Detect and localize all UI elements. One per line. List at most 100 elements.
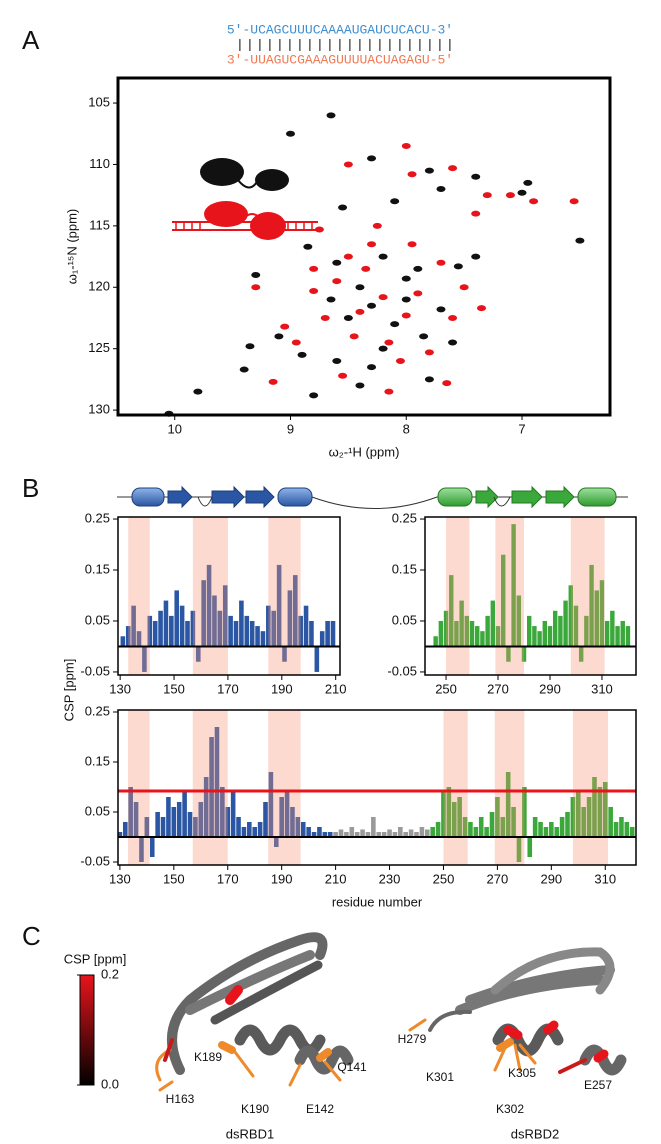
highlight-band (570, 517, 605, 675)
bar (290, 807, 295, 837)
colorbar-title: CSP [ppm] (64, 951, 127, 966)
bar (236, 817, 241, 837)
bar (457, 797, 462, 837)
peak (355, 382, 365, 389)
y-tick-label: -0.05 (387, 663, 417, 678)
residue-label: E142 (306, 1102, 334, 1116)
plot-frame (424, 516, 637, 676)
peak (239, 366, 249, 373)
peak (384, 339, 394, 346)
y-tick-label: 105 (88, 94, 110, 109)
bar (225, 807, 231, 837)
peak (245, 343, 255, 350)
bar (136, 631, 142, 647)
bar (506, 646, 511, 662)
peak (367, 302, 377, 309)
bar (268, 772, 274, 837)
bar (182, 792, 187, 837)
peak (436, 259, 446, 266)
bar (203, 777, 209, 837)
bar (625, 626, 631, 647)
bar (371, 817, 376, 837)
x-tick-label: 270 (487, 681, 509, 696)
bar (166, 797, 171, 837)
bar (209, 737, 214, 837)
domain-topology (117, 485, 628, 509)
peak (413, 265, 423, 272)
bar (446, 787, 452, 837)
y-tick-label: 0.15 (85, 561, 110, 576)
x-tick-label: 290 (539, 681, 561, 696)
colorbar (79, 974, 95, 1086)
y-tick-label: 0.25 (85, 510, 110, 525)
structure-name: dsRBD2 (511, 1126, 559, 1141)
peak (274, 333, 284, 340)
peak (367, 155, 377, 162)
bar (230, 792, 236, 837)
peak (326, 296, 336, 303)
bar (122, 822, 128, 837)
bar (376, 832, 382, 837)
bar (239, 600, 244, 647)
bar (120, 636, 126, 647)
bar (568, 585, 573, 647)
peak (320, 314, 330, 321)
y-tick-label: 0.15 (392, 561, 417, 576)
peak (401, 312, 411, 319)
bar (505, 772, 511, 837)
bar (354, 832, 360, 837)
structure-dsRBD2 (408, 947, 627, 1076)
bar (147, 615, 153, 647)
bar (433, 636, 438, 647)
y-tick-label: 0.05 (392, 612, 417, 627)
x-tick-label: 130 (109, 681, 131, 696)
bar (344, 832, 349, 837)
bar (443, 610, 449, 647)
highlight-band (446, 517, 470, 675)
bar (311, 832, 317, 837)
peak (424, 167, 434, 174)
x-tick-label: 310 (594, 871, 616, 886)
peak (424, 376, 434, 383)
peak (309, 392, 319, 399)
bar (171, 807, 177, 837)
bar (473, 827, 479, 837)
bar (578, 646, 584, 662)
bar (584, 615, 589, 647)
peak (523, 179, 533, 186)
bar (333, 832, 338, 837)
bar (484, 827, 489, 837)
bar (475, 626, 480, 647)
rna-strand: 3′-UUAGUCGAAAGUUUUACUAGAGU-5′ (227, 52, 453, 67)
bar (252, 827, 258, 837)
plot-frame (117, 709, 637, 866)
plot-frame (116, 76, 612, 417)
peak (349, 333, 359, 340)
bar (309, 620, 314, 647)
bar (604, 620, 610, 647)
bar (414, 832, 419, 837)
x-tick-label: 190 (271, 871, 293, 886)
peak (471, 173, 481, 180)
bar (155, 812, 160, 837)
bar (201, 580, 206, 647)
peak (419, 333, 429, 340)
peak (291, 339, 301, 346)
bar (255, 626, 260, 647)
bar (454, 620, 459, 647)
bar (279, 797, 284, 837)
bar (295, 817, 301, 837)
bar (403, 832, 409, 837)
bar (131, 605, 136, 647)
bar (163, 600, 169, 647)
y-tick-label: 0.05 (85, 803, 110, 818)
bar (511, 807, 516, 837)
x-tick-label: 9 (287, 421, 294, 436)
bar (559, 817, 565, 837)
peak (251, 284, 261, 291)
peak (436, 186, 446, 193)
peak (367, 364, 377, 371)
highlight-band (495, 517, 525, 675)
panel-label: C (22, 921, 41, 951)
